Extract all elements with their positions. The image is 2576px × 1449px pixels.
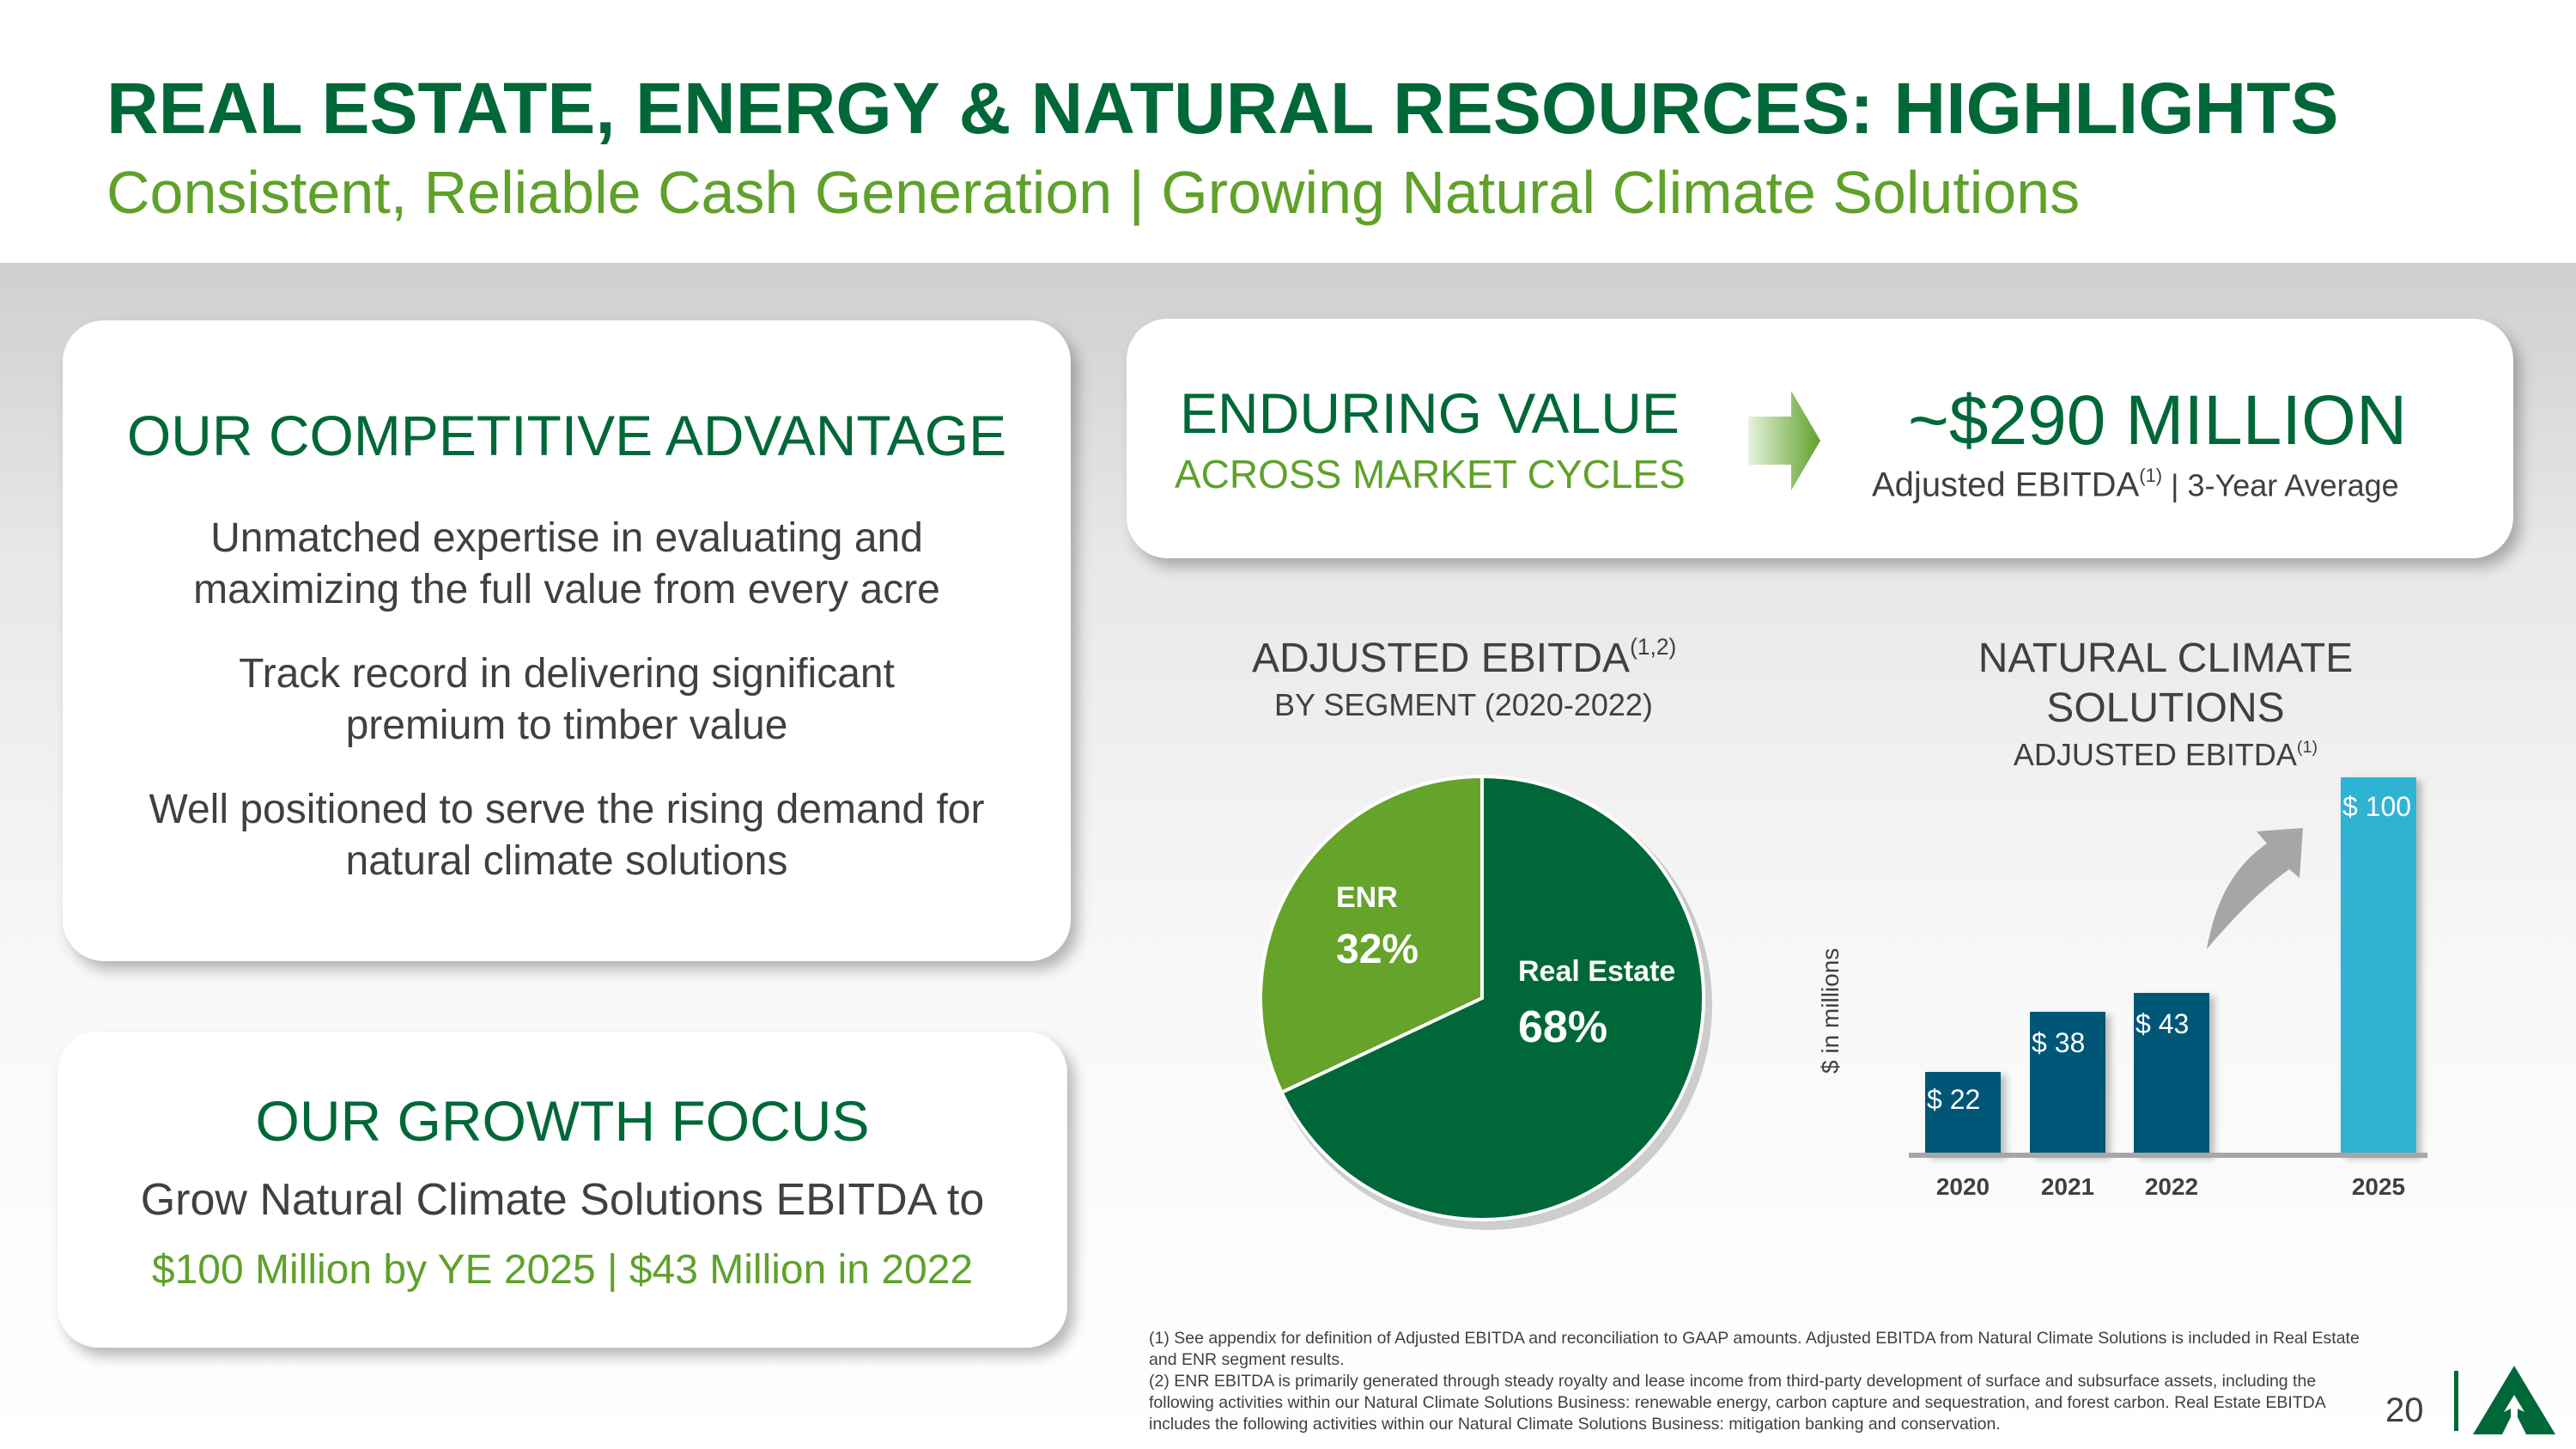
- pie-subtitle: BY SEGMENT (2020-2022): [1274, 687, 1653, 722]
- advantage-heading: OUR COMPETITIVE ADVANTAGE: [126, 404, 1007, 467]
- footnotes: (1) See appendix for definition of Adjus…: [1149, 1328, 2360, 1435]
- pie-label-real-estate: Real Estate: [1518, 955, 1676, 988]
- x-tick-label: 2022: [2144, 1173, 2199, 1200]
- pie-value-real-estate: 68%: [1518, 1002, 1608, 1052]
- competitive-advantage-card: OUR COMPETITIVE ADVANTAGE Unmatched expe…: [63, 320, 1071, 961]
- bar-label: $ 43: [2136, 1008, 2190, 1039]
- bar-2021: [2030, 1011, 2105, 1155]
- page-number: 20: [2385, 1391, 2424, 1429]
- x-tick-label: 2021: [2040, 1173, 2095, 1200]
- pie-title: ADJUSTED EBITDA(1,2): [1252, 634, 1677, 681]
- page-subtitle: Consistent, Reliable Cash Generation | G…: [106, 159, 2081, 226]
- growth-line: Grow Natural Climate Solutions EBITDA to: [140, 1175, 985, 1225]
- value-amount: ~$290 MILLION: [1908, 381, 2408, 460]
- advantage-point: Well positioned to serve the rising dema…: [149, 787, 985, 884]
- bar-label: $ 100: [2342, 791, 2412, 822]
- bar-title: NATURAL CLIMATE SOLUTIONS: [1978, 636, 2354, 731]
- page-title: REAL ESTATE, ENERGY & NATURAL RESOURCES:…: [106, 68, 2339, 149]
- growth-target: $100 Million by YE 2025 | $43 Million in…: [151, 1247, 974, 1293]
- growth-heading: OUR GROWTH FOCUS: [255, 1089, 870, 1153]
- bar-subtitle: ADJUSTED EBITDA(1): [2013, 737, 2318, 772]
- x-tick-label: 2025: [2351, 1173, 2406, 1200]
- advantage-point: Track record in delivering significant p…: [239, 651, 895, 748]
- pie-label-enr: ENR: [1336, 881, 1398, 914]
- enduring-value-card: ENDURING VALUE ACROSS MARKET CYCLES ~$29…: [1127, 319, 2513, 558]
- pie-value-enr: 32%: [1336, 927, 1419, 972]
- value-sub: ACROSS MARKET CYCLES: [1175, 452, 1686, 496]
- value-amount-label: Adjusted EBITDA(1) | 3-Year Average: [1872, 465, 2399, 504]
- bar-label: $ 38: [2032, 1026, 2086, 1058]
- footnote: (2) ENR EBITDA is primarily generated th…: [1149, 1372, 2325, 1434]
- x-tick-label: 2020: [1935, 1173, 1990, 1200]
- bar-2020: [1925, 1072, 2001, 1155]
- growth-focus-card: OUR GROWTH FOCUS Grow Natural Climate So…: [58, 1032, 1067, 1348]
- pie-slice-enr: [1259, 774, 1484, 1095]
- divider: [2454, 1371, 2458, 1431]
- footnote: (1) See appendix for definition of Adjus…: [1149, 1329, 2360, 1369]
- pie-slice-real-estate: [1279, 774, 1705, 1221]
- y-axis-label: $ in millions: [1817, 947, 1844, 1074]
- growth-arrow-icon: [2207, 828, 2303, 949]
- company-logo-icon: [2473, 1366, 2555, 1434]
- x-axis-line: [1909, 1153, 2427, 1158]
- advantage-point: Unmatched expertise in evaluating and ma…: [193, 515, 940, 612]
- arrow-right-icon: [1748, 391, 1820, 490]
- bar-label: $ 22: [1927, 1084, 1981, 1116]
- pie-chart: [1259, 774, 1712, 1230]
- bar-2022: [2134, 992, 2209, 1155]
- value-heading: ENDURING VALUE: [1180, 381, 1680, 445]
- bar-2025: [2341, 777, 2416, 1155]
